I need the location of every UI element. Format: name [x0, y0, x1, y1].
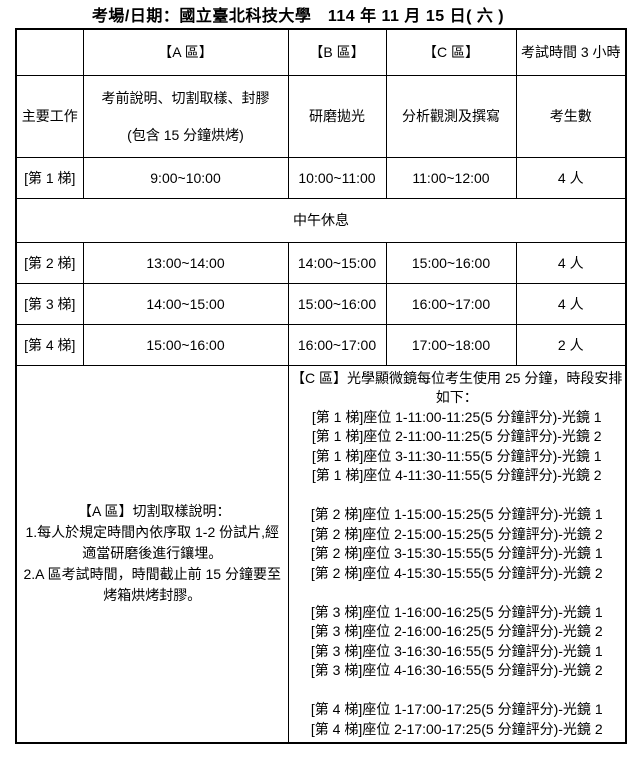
cell-notes-zone-c: 【C 區】光學顯微鏡每位考生使用 25 分鐘，時段安排 如下： [第 1 梯]座… — [287, 364, 627, 744]
cell-session-3-zone-c: 16:00~17:00 — [385, 282, 517, 325]
lunch-break-row: 中午休息 — [15, 197, 627, 243]
notes-row: 【A 區】切割取樣說明： 1.每人於規定時間內依序取 1-2 份試片,經 適當研… — [15, 364, 627, 744]
notes-c-group-4: [第 4 梯]座位 1-17:00-17:25(5 分鐘評分)-光鏡 1 [第 … — [289, 700, 625, 739]
notes-c-slot-line: [第 2 梯]座位 2-15:00-15:25(5 分鐘評分)-光鏡 2 — [310, 525, 603, 542]
notes-c-slot-line: [第 2 梯]座位 3-15:30-15:55(5 分鐘評分)-光鏡 1 — [310, 545, 603, 561]
cell-session-2-zone-c: 15:00~16:00 — [385, 241, 517, 284]
notes-c-slot-line: [第 4 梯]座位 2-17:00-17:25(5 分鐘評分)-光鏡 2 — [310, 720, 603, 737]
zone-header-row: 【A 區】 【B 區】 【C 區】 考試時間 3 小時 — [15, 28, 627, 76]
cell-session-3-count: 4 人 — [515, 282, 627, 325]
session-2-row: [第 2 梯] 13:00~14:00 14:00~15:00 15:00~16… — [15, 241, 627, 284]
work-zone-a-line1: 考前說明、切割取樣、封膠 — [101, 89, 270, 106]
cell-session-2-zone-b: 14:00~15:00 — [287, 241, 387, 284]
page-title: 考場/日期：國立臺北科技大學 114 年 11 月 15 日( 六 ) — [91, 8, 505, 25]
cell-session-3-label: [第 3 梯] — [15, 282, 84, 325]
cell-work-zone-b: 研磨拋光 — [287, 74, 387, 158]
notes-c-slot-line: [第 1 梯]座位 2-11:00-11:25(5 分鐘評分)-光鏡 2 — [311, 428, 602, 444]
cell-session-4-count: 2 人 — [515, 323, 627, 366]
notes-c-slot-line: [第 3 梯]座位 3-16:30-16:55(5 分鐘評分)-光鏡 1 — [310, 642, 603, 659]
notes-a-line: 適當研磨後進行鑲埋。 — [82, 545, 223, 562]
main-work-row: 主要工作 考前說明、切割取樣、封膠 (包含 15 分鐘烘烤) 研磨拋光 分析觀測… — [15, 74, 627, 158]
cell-session-3-zone-a: 14:00~15:00 — [82, 282, 289, 325]
exam-schedule-table: 【A 區】 【B 區】 【C 區】 考試時間 3 小時 主要工作 考前說明、切割… — [15, 28, 627, 744]
notes-c-intro: 【C 區】光學顯微鏡每位考生使用 25 分鐘，時段安排 如下： — [289, 369, 625, 408]
work-zone-a-line2: (包含 15 分鐘烘烤) — [127, 126, 244, 143]
cell-work-label: 主要工作 — [15, 74, 84, 158]
notes-a-line: 烤箱烘烤封膠。 — [103, 587, 202, 604]
cell-duration-header: 考試時間 3 小時 — [515, 28, 627, 76]
cell-session-1-zone-b: 10:00~11:00 — [287, 156, 387, 199]
notes-c-slot-line: [第 2 梯]座位 4-15:30-15:55(5 分鐘評分)-光鏡 2 — [310, 564, 603, 581]
cell-session-4-zone-c: 17:00~18:00 — [385, 323, 517, 366]
cell-notes-zone-a: 【A 區】切割取樣說明： 1.每人於規定時間內依序取 1-2 份試片,經 適當研… — [15, 364, 289, 744]
cell-work-zone-a: 考前說明、切割取樣、封膠 (包含 15 分鐘烘烤) — [82, 74, 289, 158]
notes-c-group-2: [第 2 梯]座位 1-15:00-15:25(5 分鐘評分)-光鏡 1 [第 … — [289, 505, 625, 583]
session-3-row: [第 3 梯] 14:00~15:00 15:00~16:00 16:00~17… — [15, 282, 627, 325]
notes-c-slot-line: [第 1 梯]座位 3-11:30-11:55(5 分鐘評分)-光鏡 1 — [311, 447, 602, 464]
cell-count-header: 考生數 — [515, 74, 627, 158]
notes-c-slot-line: [第 3 梯]座位 4-16:30-16:55(5 分鐘評分)-光鏡 2 — [310, 662, 603, 678]
cell-session-1-label: [第 1 梯] — [15, 156, 84, 199]
notes-c-slot-line: [第 2 梯]座位 1-15:00-15:25(5 分鐘評分)-光鏡 1 — [310, 506, 603, 522]
cell-work-zone-c: 分析觀測及撰寫 — [385, 74, 517, 158]
cell-blank — [15, 28, 84, 76]
notes-c-group-1: [第 1 梯]座位 1-11:00-11:25(5 分鐘評分)-光鏡 1 [第 … — [289, 408, 625, 486]
cell-session-1-zone-a: 9:00~10:00 — [82, 156, 289, 199]
session-4-row: [第 4 梯] 15:00~16:00 16:00~17:00 17:00~18… — [15, 323, 627, 366]
cell-session-4-label: [第 4 梯] — [15, 323, 84, 366]
cell-zone-a-header: 【A 區】 — [82, 28, 289, 76]
notes-c-intro-line: 【C 區】光學顯微鏡每位考生使用 25 分鐘，時段安排 — [291, 369, 623, 386]
cell-zone-b-header: 【B 區】 — [287, 28, 387, 76]
cell-session-2-count: 4 人 — [515, 241, 627, 284]
cell-session-1-count: 4 人 — [515, 156, 627, 199]
notes-c-slot-line: [第 1 梯]座位 4-11:30-11:55(5 分鐘評分)-光鏡 2 — [311, 467, 602, 483]
cell-session-4-zone-b: 16:00~17:00 — [287, 323, 387, 366]
notes-c-intro-line: 如下： — [435, 389, 478, 405]
cell-session-2-zone-a: 13:00~14:00 — [82, 241, 289, 284]
notes-c-slot-line: [第 1 梯]座位 1-11:00-11:25(5 分鐘評分)-光鏡 1 — [311, 408, 602, 425]
cell-zone-c-header: 【C 區】 — [385, 28, 517, 76]
notes-c-group-3: [第 3 梯]座位 1-16:00-16:25(5 分鐘評分)-光鏡 1 [第 … — [289, 603, 625, 681]
notes-c-slot-line: [第 3 梯]座位 1-16:00-16:25(5 分鐘評分)-光鏡 1 — [310, 603, 603, 620]
notes-a-line: 2.A 區考試時間，時間截止前 15 分鐘要至 — [23, 566, 281, 583]
notes-a-title: 【A 區】切割取樣說明： — [78, 503, 231, 520]
cell-session-2-label: [第 2 梯] — [15, 241, 84, 284]
cell-session-3-zone-b: 15:00~16:00 — [287, 282, 387, 325]
session-1-row: [第 1 梯] 9:00~10:00 10:00~11:00 11:00~12:… — [15, 156, 627, 199]
notes-c-slot-line: [第 3 梯]座位 2-16:00-16:25(5 分鐘評分)-光鏡 2 — [310, 623, 603, 639]
cell-lunch-break: 中午休息 — [15, 197, 627, 243]
cell-session-1-zone-c: 11:00~12:00 — [385, 156, 517, 199]
cell-session-4-zone-a: 15:00~16:00 — [82, 323, 289, 366]
notes-a-line: 1.每人於規定時間內依序取 1-2 份試片,經 — [25, 524, 280, 541]
notes-c-slot-line: [第 4 梯]座位 1-17:00-17:25(5 分鐘評分)-光鏡 1 — [310, 701, 603, 717]
